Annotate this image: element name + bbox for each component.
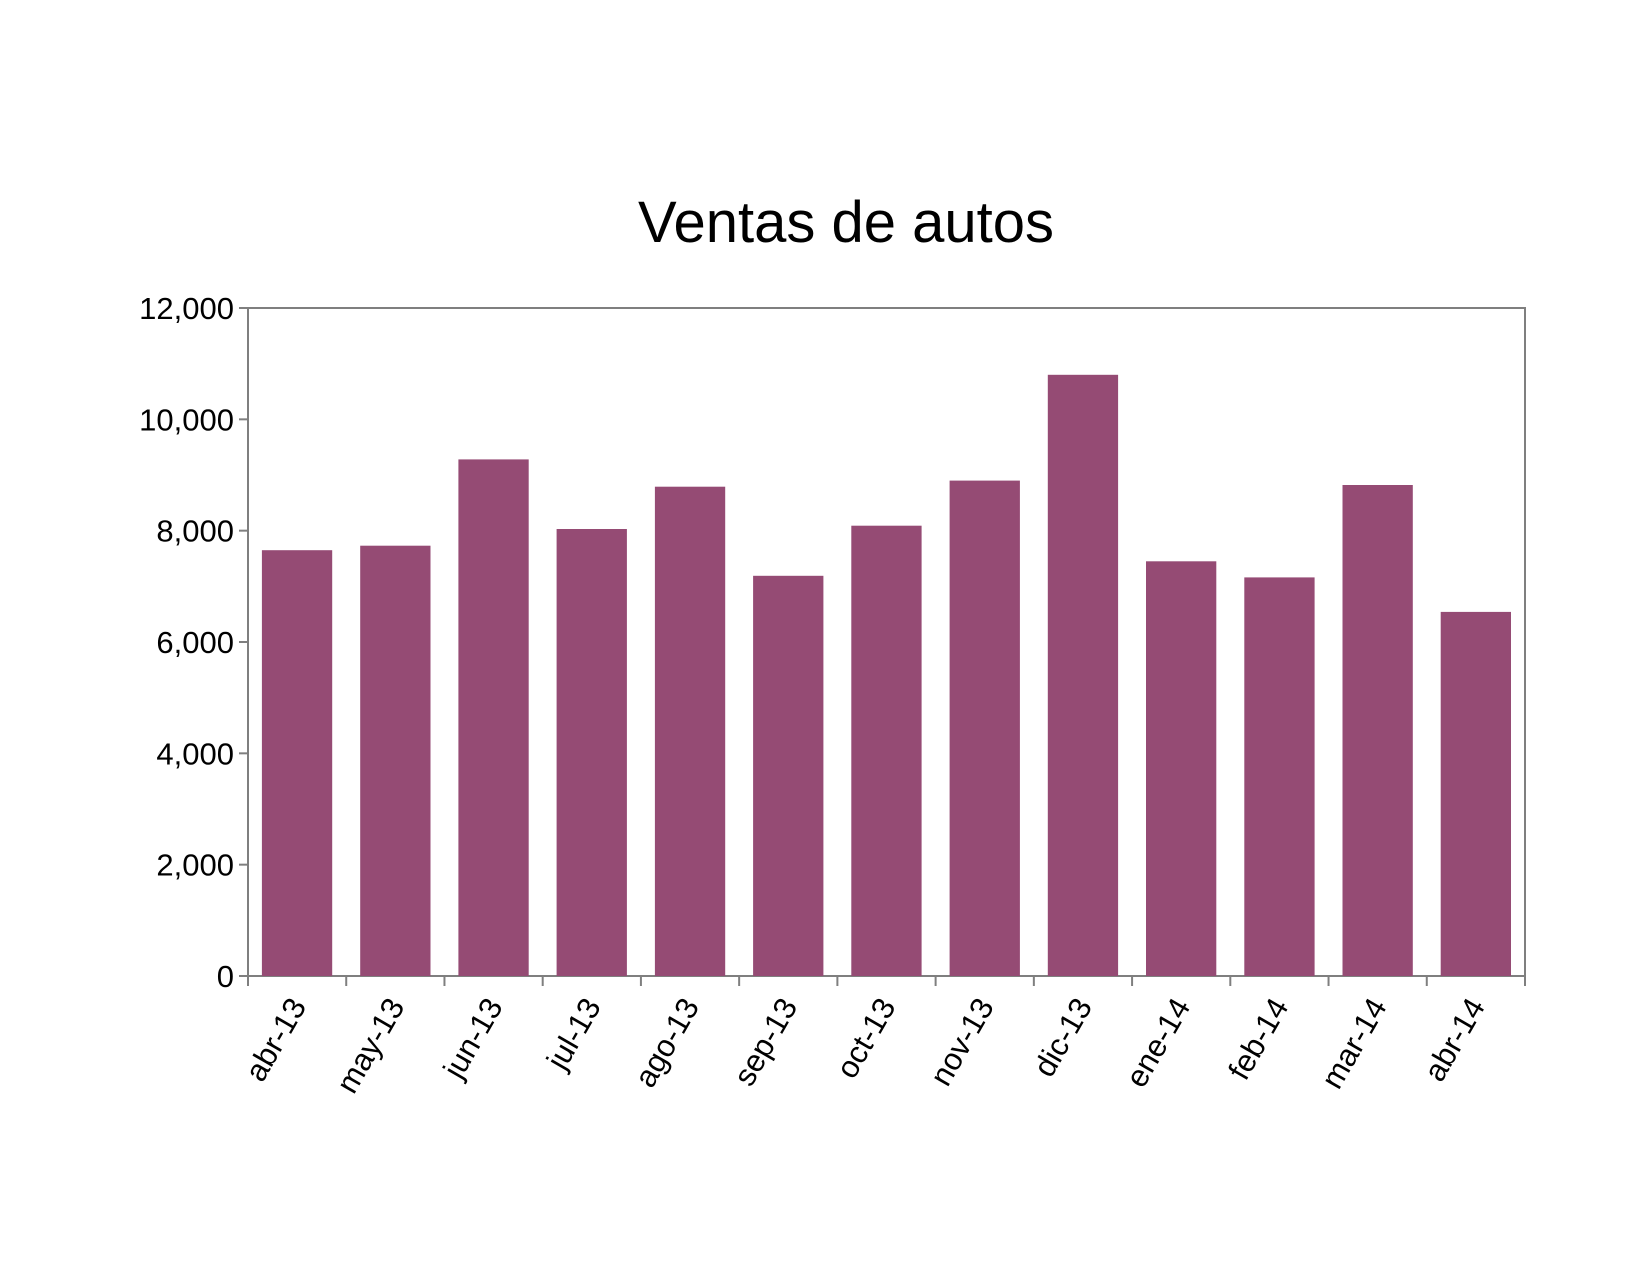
bar-abr-14 (1440, 611, 1511, 976)
chart-title: Ventas de autos (638, 190, 1054, 255)
x-tick-label: nov-13 (923, 992, 1001, 1092)
bar-oct-13 (851, 525, 922, 976)
bar-ene-14 (1146, 561, 1217, 976)
x-tick-label: jun-13 (436, 992, 510, 1085)
x-axis: abr-13 may-13 jun-13 jul-13 ago-13 sep-13 oct-… (238, 976, 1526, 1099)
x-tick-label: oct-13 (829, 992, 902, 1084)
x-tick-label: abr-14 (1417, 992, 1492, 1087)
x-tick-label: abr-13 (238, 992, 313, 1087)
x-tick-label: ene-14 (1119, 992, 1198, 1093)
bar-jul-13 (556, 529, 627, 976)
bar-mar-14 (1342, 485, 1413, 976)
x-tick-label: may-13 (329, 992, 411, 1099)
y-axis: 0 2,000 4,000 6,000 8,000 10,000 12,000 (139, 291, 248, 994)
bar-ago-13 (654, 486, 726, 976)
x-tick-label: jul-13 (539, 992, 608, 1076)
bar-dic-13 (1047, 374, 1119, 976)
y-tick-label: 8,000 (156, 514, 234, 549)
bar-abr-13 (261, 550, 333, 976)
x-tick-label: ago-13 (628, 992, 707, 1093)
bar-nov-13 (949, 480, 1020, 976)
x-tick-label: feb-14 (1221, 992, 1295, 1086)
x-tick-label: sep-13 (727, 992, 805, 1092)
bars-layer (261, 374, 1511, 976)
y-tick-label: 12,000 (139, 291, 234, 326)
bar-feb-14 (1244, 577, 1315, 976)
bar-may-13 (360, 545, 431, 976)
x-tick-label: dic-13 (1026, 992, 1099, 1083)
bar-jun-13 (458, 459, 529, 976)
y-tick-label: 6,000 (156, 625, 234, 660)
bar-sep-13 (753, 575, 824, 976)
y-tick-label: 2,000 (156, 848, 234, 883)
y-tick-label: 0 (217, 959, 234, 994)
y-tick-label: 4,000 (156, 736, 234, 771)
y-tick-label: 10,000 (139, 402, 234, 437)
x-tick-label: mar-14 (1314, 992, 1393, 1095)
